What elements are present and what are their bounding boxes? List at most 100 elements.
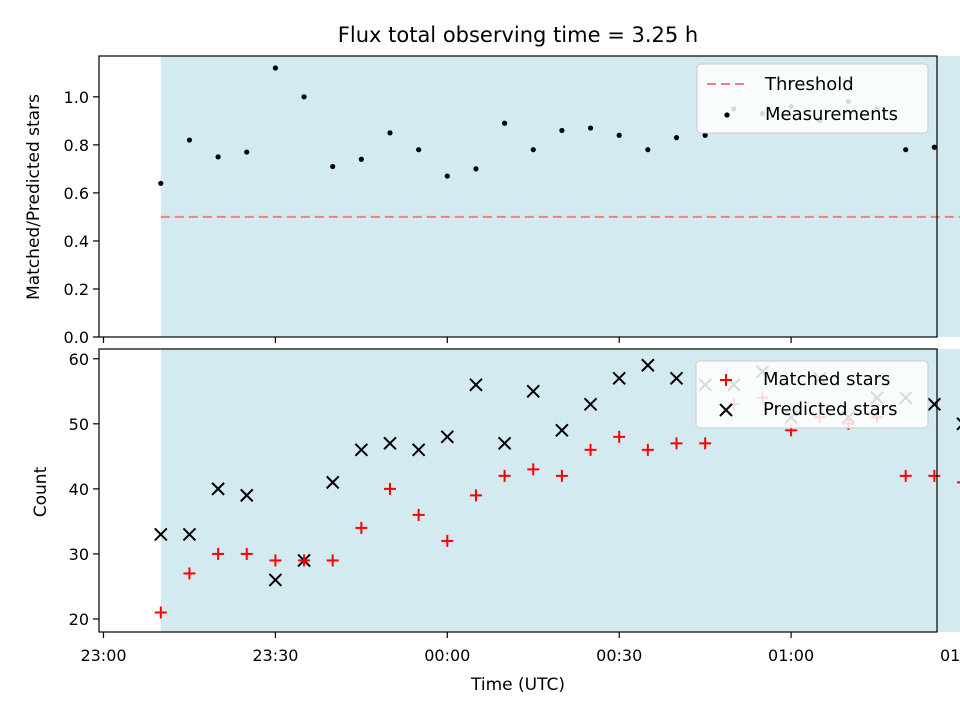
bottom-xtick-label: 23:30 xyxy=(252,646,298,665)
predicted-point xyxy=(956,417,960,431)
predicted-point xyxy=(469,378,483,392)
measurement-point xyxy=(702,132,708,138)
bottom-ytick-label: 30 xyxy=(69,545,89,564)
matched-point xyxy=(469,489,482,502)
matched-point xyxy=(412,508,425,521)
matched-point xyxy=(326,554,339,567)
matched-point xyxy=(699,437,712,450)
predicted-point xyxy=(669,371,684,385)
predicted-point xyxy=(927,397,942,412)
measurement-point xyxy=(215,154,221,160)
legend-measurements-label: Measurements xyxy=(765,104,898,125)
predicted-point xyxy=(555,423,569,438)
matched-point xyxy=(498,469,511,482)
measurement-point xyxy=(931,144,937,150)
matched-point xyxy=(154,606,167,619)
predicted-point xyxy=(497,436,512,451)
predicted-point xyxy=(182,527,197,542)
top-ytick-label: 0.0 xyxy=(64,328,89,347)
top-ytick-label: 0.2 xyxy=(64,280,89,299)
bottom-ylabel: Count xyxy=(31,466,51,517)
top-ytick-label: 1.0 xyxy=(64,88,89,107)
top-ytick-label: 0.8 xyxy=(64,136,89,155)
predicted-point xyxy=(526,384,540,398)
matched-point xyxy=(957,481,960,484)
measurement-point xyxy=(301,94,307,100)
predicted-point xyxy=(268,573,283,587)
matched-point xyxy=(928,469,941,482)
bottom-ytick-label: 50 xyxy=(69,415,89,434)
matched-point xyxy=(212,547,225,560)
bottom-ytick-label: 60 xyxy=(69,350,89,369)
legend-predicted-swatch xyxy=(719,403,733,417)
measurement-point xyxy=(358,156,364,162)
predicted-point xyxy=(612,371,626,385)
top-axes-frame xyxy=(98,55,938,338)
predicted-point xyxy=(325,475,340,490)
matched-point xyxy=(527,463,540,476)
matched-point xyxy=(298,554,311,567)
predicted-point xyxy=(154,527,168,542)
measurement-point xyxy=(186,137,193,143)
predicted-point xyxy=(440,430,455,444)
matched-point xyxy=(355,521,368,534)
top-ytick-label: 0.6 xyxy=(64,184,89,203)
predicted-point xyxy=(583,397,598,412)
measurement-point xyxy=(244,149,250,155)
bottom-xtick-label: 23:00 xyxy=(80,646,126,665)
bottom-ytick-label: 40 xyxy=(69,480,89,499)
matched-point xyxy=(613,430,626,443)
predicted-point xyxy=(411,443,426,457)
measurement-point xyxy=(903,147,909,153)
bottom-xtick-label: 00:00 xyxy=(424,646,470,665)
legend-measurements-swatch xyxy=(724,112,730,118)
predicted-point xyxy=(354,443,369,457)
measurement-point xyxy=(530,147,536,153)
measurement-point xyxy=(645,147,651,153)
matched-point xyxy=(240,547,253,560)
predicted-point xyxy=(211,482,225,496)
matched-point xyxy=(555,469,568,482)
legend-predicted-label: Predicted stars xyxy=(763,399,897,420)
top-panel: 0.0 0.2 0.4 0.6 0.8 1.0 Matched/Predicted sta… xyxy=(24,55,960,347)
matched-point xyxy=(584,443,597,456)
measurement-point xyxy=(502,120,508,126)
measurement-point xyxy=(330,163,336,170)
bottom-ytick-label: 20 xyxy=(69,610,89,629)
measurement-point xyxy=(559,127,565,134)
top-ytick-label: 0.4 xyxy=(64,232,89,251)
legend-matched-label: Matched stars xyxy=(763,369,890,390)
legend-threshold-label: Threshold xyxy=(764,74,854,95)
predicted-point xyxy=(240,488,254,503)
measurement-point xyxy=(158,180,164,186)
bottom-axes-frame xyxy=(98,348,938,633)
predicted-point xyxy=(383,436,397,451)
chart-title: Flux total observing time = 3.25 h xyxy=(338,23,698,47)
matched-point xyxy=(384,482,396,495)
measurement-point xyxy=(272,65,278,71)
matched-point xyxy=(269,554,282,567)
measurement-point xyxy=(616,132,622,138)
measurement-point xyxy=(473,166,479,172)
top-ylabel: Matched/Predicted stars xyxy=(24,94,44,300)
measurement-point xyxy=(387,130,393,136)
legend-matched-swatch xyxy=(720,374,732,386)
bottom-xtick-label: 01:30 xyxy=(940,646,960,665)
measurement-point xyxy=(444,173,450,179)
top-legend: Threshold Measurements xyxy=(696,63,929,134)
top-legend-box xyxy=(696,63,929,134)
bottom-legend: Matched stars Predicted stars xyxy=(695,360,929,429)
matched-point xyxy=(183,567,196,580)
bottom-panel: 20 30 40 50 60 23:00 23:30 00:00 00:30 01:00 01:3… xyxy=(31,348,960,695)
matched-point xyxy=(641,443,654,456)
bottom-xtick-label: 01:00 xyxy=(768,646,814,665)
bottom-xlabel: Time (UTC) xyxy=(470,675,565,695)
bottom-legend-box xyxy=(695,360,929,429)
measurement-point xyxy=(673,135,680,141)
matched-point xyxy=(441,534,454,547)
measurement-point xyxy=(416,147,422,153)
predicted-point xyxy=(641,358,655,372)
bottom-xtick-label: 00:30 xyxy=(596,646,642,665)
matched-point xyxy=(670,437,683,450)
